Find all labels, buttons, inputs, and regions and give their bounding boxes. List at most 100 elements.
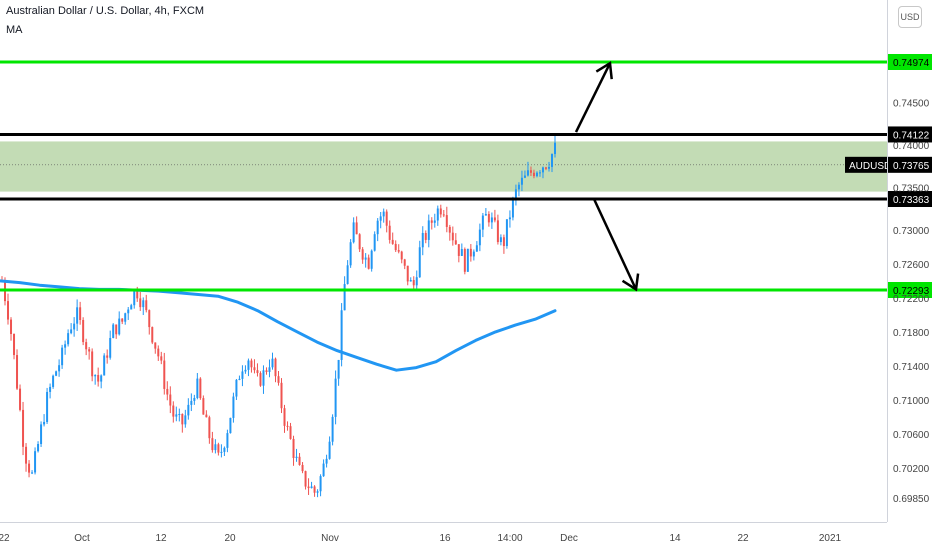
arrow-up xyxy=(574,62,612,133)
candle-body xyxy=(295,456,298,458)
candle-body xyxy=(406,265,409,282)
candle-body xyxy=(328,441,331,459)
candle-body xyxy=(7,301,10,320)
candle-body xyxy=(79,307,82,320)
candle-body xyxy=(163,360,166,389)
candle-body xyxy=(466,248,469,272)
candle-body xyxy=(469,248,472,257)
candle-body xyxy=(346,265,349,285)
candle-body xyxy=(58,365,61,372)
candle-body xyxy=(487,214,490,223)
candles xyxy=(1,134,556,498)
x-tick-label: 14 xyxy=(669,533,681,544)
candle-body xyxy=(511,198,514,218)
candle-body xyxy=(82,319,85,343)
candle-body xyxy=(304,471,307,487)
candle-body xyxy=(427,220,430,240)
candle-body xyxy=(250,360,253,368)
x-tick-label: Dec xyxy=(560,533,578,544)
x-tick-label: Oct xyxy=(74,533,90,544)
candle-body xyxy=(268,367,271,372)
candle-body xyxy=(349,242,352,266)
candle-body xyxy=(409,280,412,282)
y-tick-label: 0.71400 xyxy=(893,362,930,373)
candle-body xyxy=(166,388,169,395)
candle-body xyxy=(34,451,37,473)
candle-body xyxy=(373,234,376,251)
candle-body xyxy=(115,324,118,335)
candle-body xyxy=(73,323,76,330)
candle-body xyxy=(67,333,70,345)
candle-body xyxy=(337,359,340,379)
candle-body xyxy=(400,251,403,260)
currency-button[interactable]: USD xyxy=(898,6,922,28)
candle-body xyxy=(529,170,532,173)
candle-body xyxy=(151,327,154,343)
y-tick-label: 0.69850 xyxy=(893,494,930,505)
candle-body xyxy=(502,237,505,247)
x-tick-label: Nov xyxy=(321,533,339,544)
candle-body xyxy=(187,404,190,416)
candle-body xyxy=(307,486,310,489)
level-tag-0.73363: 0.73363 xyxy=(893,195,930,206)
candle-body xyxy=(139,298,142,308)
candle-body xyxy=(148,310,151,328)
candle-body xyxy=(547,166,550,169)
candle-body xyxy=(352,222,355,243)
candle-body xyxy=(55,371,58,376)
candle-body xyxy=(265,370,268,372)
candle-body xyxy=(322,463,325,477)
candle-body xyxy=(208,417,211,439)
candle-body xyxy=(286,425,289,427)
candle-body xyxy=(472,251,475,257)
candle-body xyxy=(430,220,433,223)
candle-body xyxy=(493,217,496,221)
candle-body xyxy=(358,234,361,250)
y-tick-label: 0.73500 xyxy=(893,183,930,194)
indicator-label[interactable]: MA xyxy=(6,24,23,36)
candle-body xyxy=(403,259,406,266)
candle-body xyxy=(532,172,535,177)
candle-body xyxy=(463,249,466,272)
candle-body xyxy=(145,300,148,311)
candle-body xyxy=(550,154,553,167)
candle-body xyxy=(382,211,385,217)
candle-body xyxy=(253,367,256,371)
candle-body xyxy=(49,386,52,392)
candle-body xyxy=(554,142,556,155)
candle-body xyxy=(37,444,40,452)
candle-body xyxy=(202,398,205,415)
candle-body xyxy=(490,217,493,223)
y-tick-label: 0.72200 xyxy=(893,294,930,305)
candle-body xyxy=(46,391,49,422)
candle-body xyxy=(355,222,358,235)
candle-body xyxy=(106,355,109,358)
candle-body xyxy=(214,444,217,451)
candle-body xyxy=(451,232,454,241)
x-tick-label: 22 xyxy=(737,533,749,544)
candle-body xyxy=(274,358,277,377)
candle-body xyxy=(181,413,184,425)
level-tag-0.72293: 0.72293 xyxy=(893,286,930,297)
candle-body xyxy=(316,491,319,493)
chart-title: Australian Dollar / U.S. Dollar, 4h, FXC… xyxy=(6,5,205,17)
candle-body xyxy=(361,249,364,260)
candle-body xyxy=(112,324,115,338)
candle-body xyxy=(520,177,523,185)
candle-body xyxy=(298,456,301,465)
candle-body xyxy=(289,426,292,439)
candle-body xyxy=(244,369,247,372)
candle-body xyxy=(61,347,64,366)
candle-body xyxy=(508,217,511,220)
candle-body xyxy=(418,247,421,278)
candle-body xyxy=(478,229,481,246)
candle-body xyxy=(496,220,499,243)
candle-body xyxy=(241,371,244,379)
candle-body xyxy=(541,167,544,173)
candle-body xyxy=(481,215,484,230)
last-price-tag-bg xyxy=(888,156,932,173)
candle-body xyxy=(184,415,187,425)
candle-body xyxy=(445,215,448,227)
y-tick-label: 0.70200 xyxy=(893,464,930,475)
